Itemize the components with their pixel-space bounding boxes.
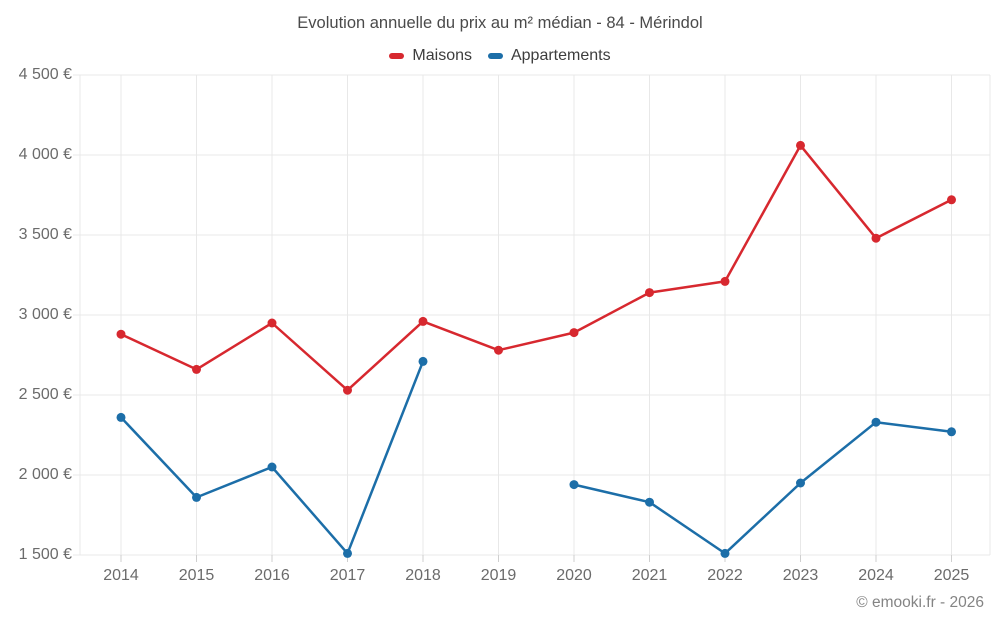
x-axis-label: 2022 [707, 567, 743, 584]
x-axis-label: 2016 [254, 567, 290, 584]
data-point-maisons-2020[interactable] [569, 328, 579, 338]
data-point-appartements-2017[interactable] [343, 548, 352, 558]
y-axis-label: 2 000 € [18, 466, 72, 483]
data-point-maisons-2014[interactable] [116, 329, 126, 339]
y-axis-label: 2 500 € [18, 386, 72, 403]
data-point-appartements-2020[interactable] [569, 480, 579, 490]
x-axis-label: 2018 [405, 567, 441, 584]
data-point-maisons-2016[interactable] [267, 318, 277, 328]
legend-item-appartements[interactable]: Appartements [487, 47, 611, 65]
line-series-appartements [572, 420, 953, 555]
data-point-appartements-2022[interactable] [720, 548, 730, 558]
y-axis-label: 1 500 € [18, 546, 72, 563]
y-axis-label: 4 000 € [18, 146, 72, 163]
y-axis-label: 4 500 € [18, 66, 72, 83]
data-point-maisons-2019[interactable] [494, 345, 503, 355]
line-series-maisons [119, 144, 953, 392]
x-axis-label: 2023 [782, 567, 819, 584]
data-point-appartements-2015[interactable] [192, 492, 201, 502]
legend-item-maisons[interactable]: Maisons [389, 47, 472, 65]
appartements-swatch-icon [487, 53, 503, 59]
data-point-maisons-2021[interactable] [645, 288, 654, 298]
data-point-maisons-2015[interactable] [192, 364, 201, 374]
data-point-appartements-2024[interactable] [871, 417, 881, 427]
footer-credit: © emooki.fr - 2026 [856, 594, 984, 611]
data-point-maisons-2024[interactable] [871, 233, 881, 243]
data-point-appartements-2021[interactable] [645, 497, 654, 507]
data-point-maisons-2018[interactable] [418, 316, 428, 326]
data-point-appartements-2025[interactable] [947, 427, 956, 437]
x-axis-label: 2019 [480, 567, 517, 584]
legend-label-appartements: Appartements [510, 47, 611, 64]
y-axis-label: 3 500 € [18, 226, 72, 243]
x-axis-label: 2025 [933, 567, 970, 584]
data-point-appartements-2016[interactable] [267, 462, 277, 472]
x-axis-label: 2020 [556, 567, 592, 584]
data-point-maisons-2022[interactable] [720, 276, 730, 286]
legend-label-maisons: Maisons [412, 47, 472, 64]
data-point-maisons-2017[interactable] [343, 385, 352, 395]
data-point-appartements-2018[interactable] [418, 356, 428, 366]
x-axis-label: 2024 [858, 567, 894, 584]
x-axis-label: 2014 [103, 567, 139, 584]
data-point-maisons-2023[interactable] [796, 140, 805, 150]
x-axis-label: 2015 [178, 567, 215, 584]
chart-title: Evolution annuelle du prix au m² médian … [297, 14, 703, 32]
y-axis-label: 3 000 € [18, 306, 72, 323]
data-point-maisons-2025[interactable] [947, 195, 956, 205]
x-axis-label: 2017 [329, 567, 366, 584]
data-point-appartements-2014[interactable] [116, 412, 126, 422]
data-point-appartements-2023[interactable] [796, 478, 805, 488]
maisons-swatch-icon [389, 53, 405, 59]
legend: Maisons Appartements [0, 45, 1000, 67]
x-axis-label: 2021 [631, 567, 668, 584]
